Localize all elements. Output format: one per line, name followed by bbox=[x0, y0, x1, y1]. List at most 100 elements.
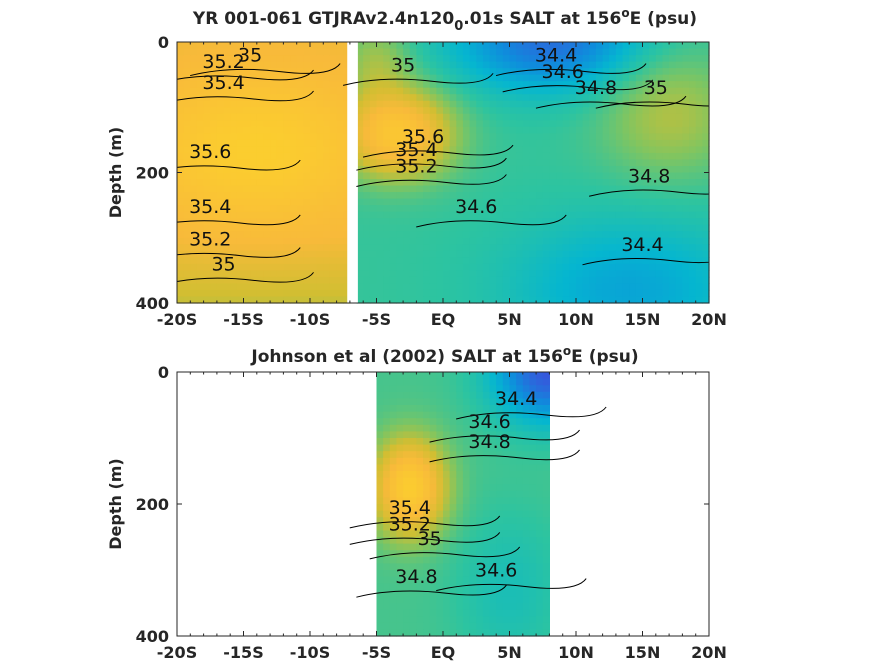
field-cell bbox=[456, 205, 464, 213]
field-cell bbox=[522, 159, 531, 167]
field-cell bbox=[549, 139, 557, 148]
field-cell bbox=[210, 139, 218, 148]
field-cell bbox=[396, 372, 404, 380]
field-cell bbox=[369, 172, 378, 180]
field-cell bbox=[403, 378, 411, 386]
field-cell bbox=[542, 523, 550, 531]
field-cell bbox=[270, 179, 278, 187]
field-cell bbox=[689, 152, 697, 161]
field-cell bbox=[383, 622, 391, 630]
field-cell bbox=[416, 152, 424, 161]
field-cell bbox=[589, 283, 597, 291]
field-cell bbox=[569, 289, 577, 298]
field-cell bbox=[369, 94, 378, 102]
field-cell bbox=[536, 431, 544, 439]
field-cell bbox=[250, 218, 258, 226]
field-cell bbox=[449, 61, 457, 69]
field-cell bbox=[403, 510, 411, 518]
field-cell bbox=[443, 165, 451, 174]
field-cell bbox=[516, 398, 524, 406]
field-cell bbox=[649, 257, 657, 265]
field-cell bbox=[443, 107, 451, 115]
field-cell bbox=[196, 237, 205, 245]
field-cell bbox=[622, 296, 630, 304]
field-cell bbox=[376, 133, 384, 141]
field-cell bbox=[516, 616, 524, 624]
field-cell bbox=[469, 289, 477, 298]
field-cell bbox=[409, 42, 417, 50]
field-cell bbox=[356, 172, 364, 180]
field-cell bbox=[210, 179, 218, 187]
field-cell bbox=[702, 55, 710, 63]
field-cell bbox=[203, 146, 211, 154]
field-cell bbox=[602, 42, 610, 50]
field-cell bbox=[516, 583, 524, 591]
field-cell bbox=[250, 68, 258, 76]
field-cell bbox=[449, 510, 457, 518]
field-cell bbox=[682, 244, 690, 252]
contour-label: 34.6 bbox=[455, 196, 497, 218]
field-cell bbox=[196, 87, 205, 95]
field-cell bbox=[582, 276, 590, 285]
contour-line bbox=[582, 258, 709, 266]
field-cell bbox=[183, 48, 191, 56]
field-cell bbox=[296, 126, 304, 134]
field-cell bbox=[536, 270, 544, 278]
field-cell bbox=[369, 231, 378, 239]
field-cell bbox=[210, 74, 218, 82]
field-cell bbox=[655, 68, 664, 76]
field-cell bbox=[576, 133, 584, 141]
field-cell bbox=[436, 622, 444, 630]
field-cell bbox=[389, 296, 398, 304]
field-cell bbox=[210, 42, 218, 50]
field-cell bbox=[502, 556, 511, 564]
contour-line bbox=[589, 189, 709, 197]
field-cell bbox=[290, 55, 298, 63]
field-cell bbox=[456, 438, 464, 446]
field-cell bbox=[436, 68, 444, 76]
field-cell bbox=[456, 94, 464, 102]
field-cell bbox=[496, 211, 504, 219]
field-cell bbox=[476, 424, 484, 432]
field-cell bbox=[203, 113, 211, 121]
field-cell bbox=[609, 179, 617, 187]
field-cell bbox=[290, 48, 298, 56]
field-cell bbox=[615, 68, 624, 76]
field-cell bbox=[403, 231, 411, 239]
field-cell bbox=[589, 237, 597, 245]
field-cell bbox=[595, 289, 604, 298]
field-cell bbox=[476, 629, 484, 637]
field-cell bbox=[496, 133, 504, 141]
field-cell bbox=[416, 289, 424, 298]
field-cell bbox=[462, 296, 471, 304]
field-cell bbox=[462, 504, 471, 512]
field-cell bbox=[416, 523, 424, 531]
field-cell bbox=[216, 126, 225, 134]
contour-label: 34.8 bbox=[628, 165, 670, 187]
field-cell bbox=[662, 159, 670, 167]
field-cell bbox=[469, 556, 477, 564]
field-cell bbox=[203, 94, 211, 102]
field-cell bbox=[649, 211, 657, 219]
field-cell bbox=[263, 152, 271, 161]
field-cell bbox=[529, 457, 537, 465]
field-cell bbox=[429, 391, 437, 399]
field-cell bbox=[416, 270, 424, 278]
field-cell bbox=[423, 596, 431, 604]
field-cell bbox=[403, 42, 411, 50]
field-cell bbox=[429, 133, 437, 141]
x-tick-label: -20S bbox=[157, 310, 197, 329]
field-cell bbox=[383, 179, 391, 187]
field-cell bbox=[569, 250, 577, 258]
field-cell bbox=[542, 477, 550, 485]
field-cell bbox=[436, 438, 444, 446]
field-cell bbox=[296, 113, 304, 121]
field-cell bbox=[243, 159, 251, 167]
field-cell bbox=[649, 152, 657, 161]
field-cell bbox=[469, 563, 477, 571]
field-cell bbox=[216, 87, 225, 95]
field-cell bbox=[409, 139, 417, 148]
field-cell bbox=[336, 250, 344, 258]
field-cell bbox=[662, 107, 670, 115]
field-cell bbox=[522, 172, 531, 180]
